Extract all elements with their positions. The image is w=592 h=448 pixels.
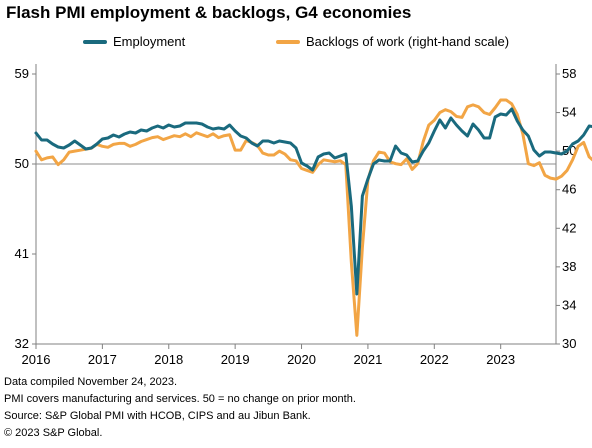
legend-label-employment: Employment: [113, 34, 186, 49]
right-tick-label: 38: [562, 259, 576, 274]
left-tick-label: 32: [15, 336, 29, 351]
legend-item-backlogs: Backlogs of work (right-hand scale): [276, 34, 509, 49]
legend-label-backlogs: Backlogs of work (right-hand scale): [306, 34, 510, 49]
chart-legend: Employment Backlogs of work (right-hand …: [0, 34, 592, 54]
legend-swatch-backlogs: [276, 39, 300, 44]
left-tick-label: 41: [15, 246, 29, 261]
x-tick-label: 2022: [420, 352, 449, 367]
right-tick-label: 46: [562, 182, 576, 197]
footnote-copyright: © 2023 S&P Global.: [4, 427, 103, 439]
left-tick-label: 50: [15, 156, 29, 171]
backlogs-series-line: [34, 98, 592, 337]
x-tick-label: 2017: [88, 352, 117, 367]
footnote-coverage: PMI covers manufacturing and services. 5…: [4, 393, 356, 405]
right-tick-label: 54: [562, 105, 576, 120]
x-tick-label: 2018: [154, 352, 183, 367]
legend-swatch-employment: [83, 39, 107, 44]
employment-series-line: [34, 107, 592, 296]
footnote-source: Source: S&P Global PMI with HCOB, CIPS a…: [4, 410, 311, 422]
x-tick-label: 2021: [353, 352, 382, 367]
footnote-date: Data compiled November 24, 2023.: [4, 376, 178, 388]
right-tick-label: 42: [562, 220, 576, 235]
x-tick-label: 2019: [221, 352, 250, 367]
x-tick-label: 2020: [287, 352, 316, 367]
footnotes: Data compiled November 24, 2023. PMI cov…: [4, 374, 356, 442]
x-tick-label: 2016: [22, 352, 51, 367]
legend-item-employment: Employment: [83, 34, 185, 49]
left-tick-label: 59: [15, 66, 29, 81]
chart-title: Flash PMI employment & backlogs, G4 econ…: [6, 3, 412, 22]
right-tick-label: 34: [562, 297, 576, 312]
right-tick-label: 58: [562, 66, 576, 81]
right-tick-label: 30: [562, 336, 576, 351]
x-tick-label: 2023: [486, 352, 515, 367]
